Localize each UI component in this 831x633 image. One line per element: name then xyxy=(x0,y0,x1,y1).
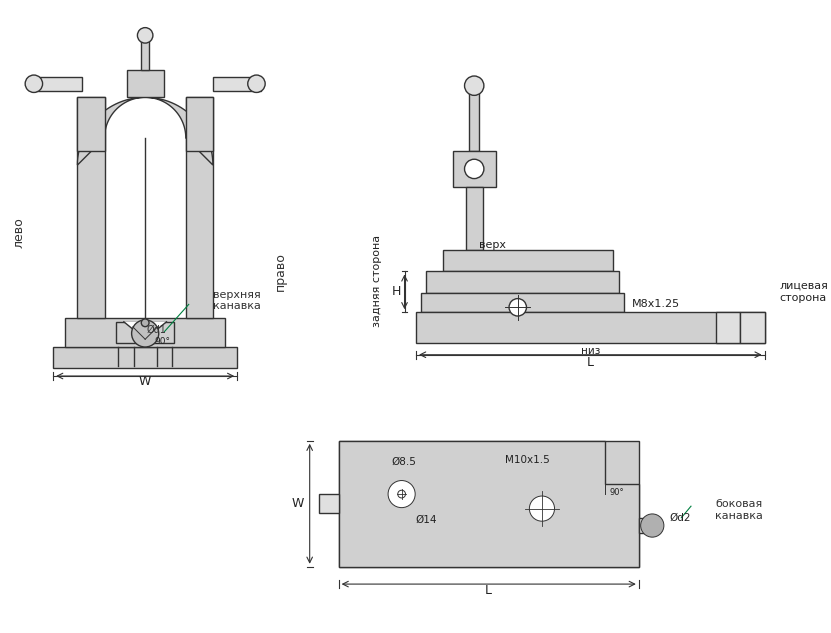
Circle shape xyxy=(641,514,664,537)
Circle shape xyxy=(25,75,42,92)
Text: 90°: 90° xyxy=(609,487,624,497)
Polygon shape xyxy=(470,83,479,151)
Polygon shape xyxy=(319,494,339,513)
Polygon shape xyxy=(443,250,612,272)
Polygon shape xyxy=(339,441,639,567)
Text: сторона: сторона xyxy=(779,292,826,303)
Polygon shape xyxy=(421,293,624,312)
Polygon shape xyxy=(186,97,213,151)
Circle shape xyxy=(248,75,265,92)
Polygon shape xyxy=(465,187,483,250)
Text: L: L xyxy=(587,356,594,369)
Polygon shape xyxy=(639,518,653,533)
Text: верхняя: верхняя xyxy=(213,290,261,299)
Text: L: L xyxy=(485,584,492,598)
Text: Ød2: Ød2 xyxy=(670,513,691,523)
Polygon shape xyxy=(716,312,740,343)
Circle shape xyxy=(509,299,527,316)
Text: низ: низ xyxy=(581,346,600,356)
Text: лево: лево xyxy=(12,217,26,248)
Polygon shape xyxy=(124,322,166,339)
Polygon shape xyxy=(53,347,237,368)
Text: H: H xyxy=(391,285,401,298)
Text: W: W xyxy=(292,498,304,510)
Polygon shape xyxy=(116,322,175,343)
Polygon shape xyxy=(453,151,495,187)
Text: 90°: 90° xyxy=(155,337,170,346)
Polygon shape xyxy=(127,70,164,97)
Polygon shape xyxy=(77,97,105,151)
Polygon shape xyxy=(105,97,186,138)
Polygon shape xyxy=(77,97,105,318)
Text: W: W xyxy=(139,375,151,388)
Polygon shape xyxy=(740,312,765,343)
Circle shape xyxy=(529,496,554,521)
Text: М10х1.5: М10х1.5 xyxy=(505,455,550,465)
Text: задняя сторона: задняя сторона xyxy=(372,235,382,327)
Polygon shape xyxy=(213,77,261,91)
Polygon shape xyxy=(66,318,225,347)
Circle shape xyxy=(131,320,159,347)
Polygon shape xyxy=(34,77,82,91)
Text: Ø14: Ø14 xyxy=(415,515,436,525)
Circle shape xyxy=(398,490,406,498)
Text: верх: верх xyxy=(479,241,506,251)
Polygon shape xyxy=(186,97,213,318)
Circle shape xyxy=(388,480,416,508)
Text: боковая: боковая xyxy=(715,499,762,510)
Polygon shape xyxy=(141,39,149,70)
Text: Ø8.5: Ø8.5 xyxy=(391,457,416,467)
Text: канавка: канавка xyxy=(213,301,261,311)
Text: М8х1.25: М8х1.25 xyxy=(632,299,680,310)
Circle shape xyxy=(141,319,149,327)
Text: лицевая: лицевая xyxy=(779,281,828,291)
Circle shape xyxy=(137,28,153,43)
Polygon shape xyxy=(339,441,639,567)
Text: Ød1: Ød1 xyxy=(147,325,167,335)
Text: канавка: канавка xyxy=(715,511,763,521)
Circle shape xyxy=(465,160,484,179)
Circle shape xyxy=(465,76,484,96)
Polygon shape xyxy=(425,272,619,293)
Text: право: право xyxy=(274,252,288,291)
Polygon shape xyxy=(416,312,765,343)
Polygon shape xyxy=(77,97,213,165)
